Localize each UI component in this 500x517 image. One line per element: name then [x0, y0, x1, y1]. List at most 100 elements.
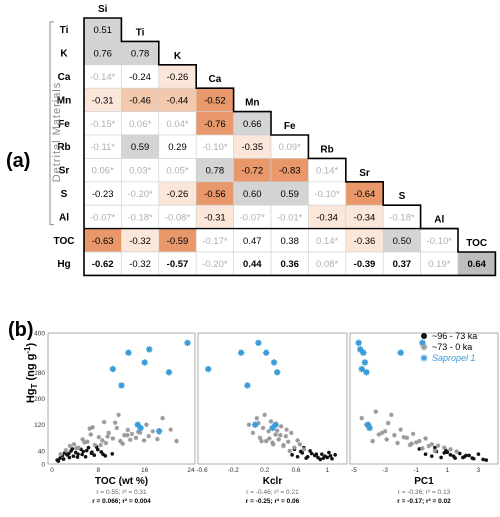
data-point — [357, 346, 364, 353]
plot-frame — [47, 332, 196, 465]
heatmap-value: -0.64 — [354, 189, 376, 200]
data-point — [75, 455, 80, 459]
data-point — [392, 432, 397, 438]
heatmap-value: 0.36 — [280, 259, 299, 270]
data-point — [442, 451, 447, 455]
data-point — [103, 440, 109, 446]
heatmap-value: -0.32 — [129, 236, 151, 247]
data-point — [454, 449, 459, 454]
x-axis-label: TOC (wt %) — [95, 476, 148, 487]
data-point — [295, 438, 300, 443]
data-point — [385, 420, 391, 426]
data-point — [90, 450, 94, 455]
data-point — [448, 446, 453, 452]
data-point — [80, 452, 84, 457]
data-point — [397, 349, 404, 356]
heatmap-value: -0.35 — [241, 142, 263, 153]
heatmap-value: -0.76 — [204, 119, 226, 130]
data-point — [106, 430, 112, 436]
data-point — [270, 442, 276, 447]
row-header-sr: Sr — [59, 166, 70, 177]
heatmap-value: -0.62 — [92, 259, 114, 270]
data-point — [155, 428, 163, 435]
heatmap-value: -0.26 — [167, 189, 189, 200]
data-point — [384, 437, 389, 442]
data-point — [56, 459, 61, 463]
heatmap-value: 0.08* — [316, 259, 338, 270]
data-point — [401, 434, 407, 440]
heatmap-value: -0.72 — [241, 166, 263, 177]
data-point — [112, 420, 118, 426]
heatmap-value: -0.31 — [204, 212, 226, 223]
data-point — [76, 445, 81, 450]
data-point — [109, 365, 117, 373]
data-point — [124, 432, 130, 438]
data-point — [318, 457, 323, 462]
heatmap-value: -0.56 — [204, 189, 226, 200]
data-point — [439, 455, 443, 460]
data-point — [295, 454, 300, 459]
data-point — [420, 445, 425, 451]
data-point — [81, 449, 86, 454]
data-point — [168, 427, 174, 432]
data-point — [268, 419, 274, 424]
data-point — [330, 456, 334, 461]
row-header-mn: Mn — [57, 95, 71, 106]
data-point — [292, 445, 297, 450]
heatmap-value: 0.06* — [129, 119, 151, 130]
data-point — [92, 442, 98, 448]
legend-label: ~96 - 73 ka — [432, 331, 477, 341]
data-point — [433, 445, 437, 450]
data-point — [308, 449, 312, 453]
x-tick-label: -0.2 — [228, 467, 240, 474]
data-point — [110, 436, 116, 441]
heatmap-value: -0.07* — [240, 212, 266, 223]
data-point — [118, 438, 123, 444]
heatmap-value: -0.11* — [90, 142, 115, 153]
data-point — [281, 442, 286, 448]
data-point — [410, 431, 416, 437]
data-point — [366, 424, 373, 432]
column-header-s: S — [399, 191, 406, 202]
column-header-mn: Mn — [245, 98, 259, 109]
plot-frame — [197, 332, 348, 465]
data-point — [83, 454, 88, 459]
data-point — [413, 440, 419, 445]
data-point — [116, 412, 121, 418]
data-point — [276, 437, 282, 442]
data-point — [461, 455, 465, 460]
data-point — [266, 428, 271, 434]
data-point — [305, 454, 310, 459]
data-point — [301, 446, 307, 452]
panel-b-label: (b) — [8, 319, 34, 341]
data-point — [273, 432, 278, 437]
y-tick-label: 40 — [38, 448, 46, 455]
data-point — [141, 359, 148, 366]
data-point — [100, 438, 105, 443]
heatmap-value: -0.57 — [167, 259, 189, 270]
data-point — [360, 349, 367, 356]
heatmap-value: 0.03* — [129, 166, 151, 177]
data-point — [80, 437, 85, 442]
data-point — [127, 437, 133, 443]
data-point — [252, 421, 259, 428]
heatmap-value: 0.14* — [316, 166, 338, 177]
heatmap-value: 0.38 — [280, 236, 299, 247]
data-point — [76, 452, 80, 456]
data-point — [137, 424, 144, 432]
x-tick-label: -1 — [413, 467, 419, 474]
data-point — [92, 453, 97, 457]
data-point — [379, 430, 385, 436]
data-point — [328, 454, 333, 458]
data-point — [382, 428, 388, 434]
y-tick-label: 0 — [41, 462, 45, 469]
matrix-outline — [83, 17, 497, 277]
column-header-fe: Fe — [284, 121, 296, 132]
correlation-stat-2: r = -0.17; r² = 0.02 — [397, 498, 451, 505]
scatter-panel-2: -0.6 -0.2 0.2 0.6 1 Kclr r = -0.46; r² = 0.21 r… — [196, 332, 348, 505]
heatmap-value: 0.66 — [243, 119, 262, 130]
heatmap-value: -0.14* — [90, 72, 116, 83]
data-point — [255, 339, 262, 347]
heatmap-value: -0.39 — [354, 259, 376, 270]
heatmap-value: -0.32 — [129, 259, 151, 270]
